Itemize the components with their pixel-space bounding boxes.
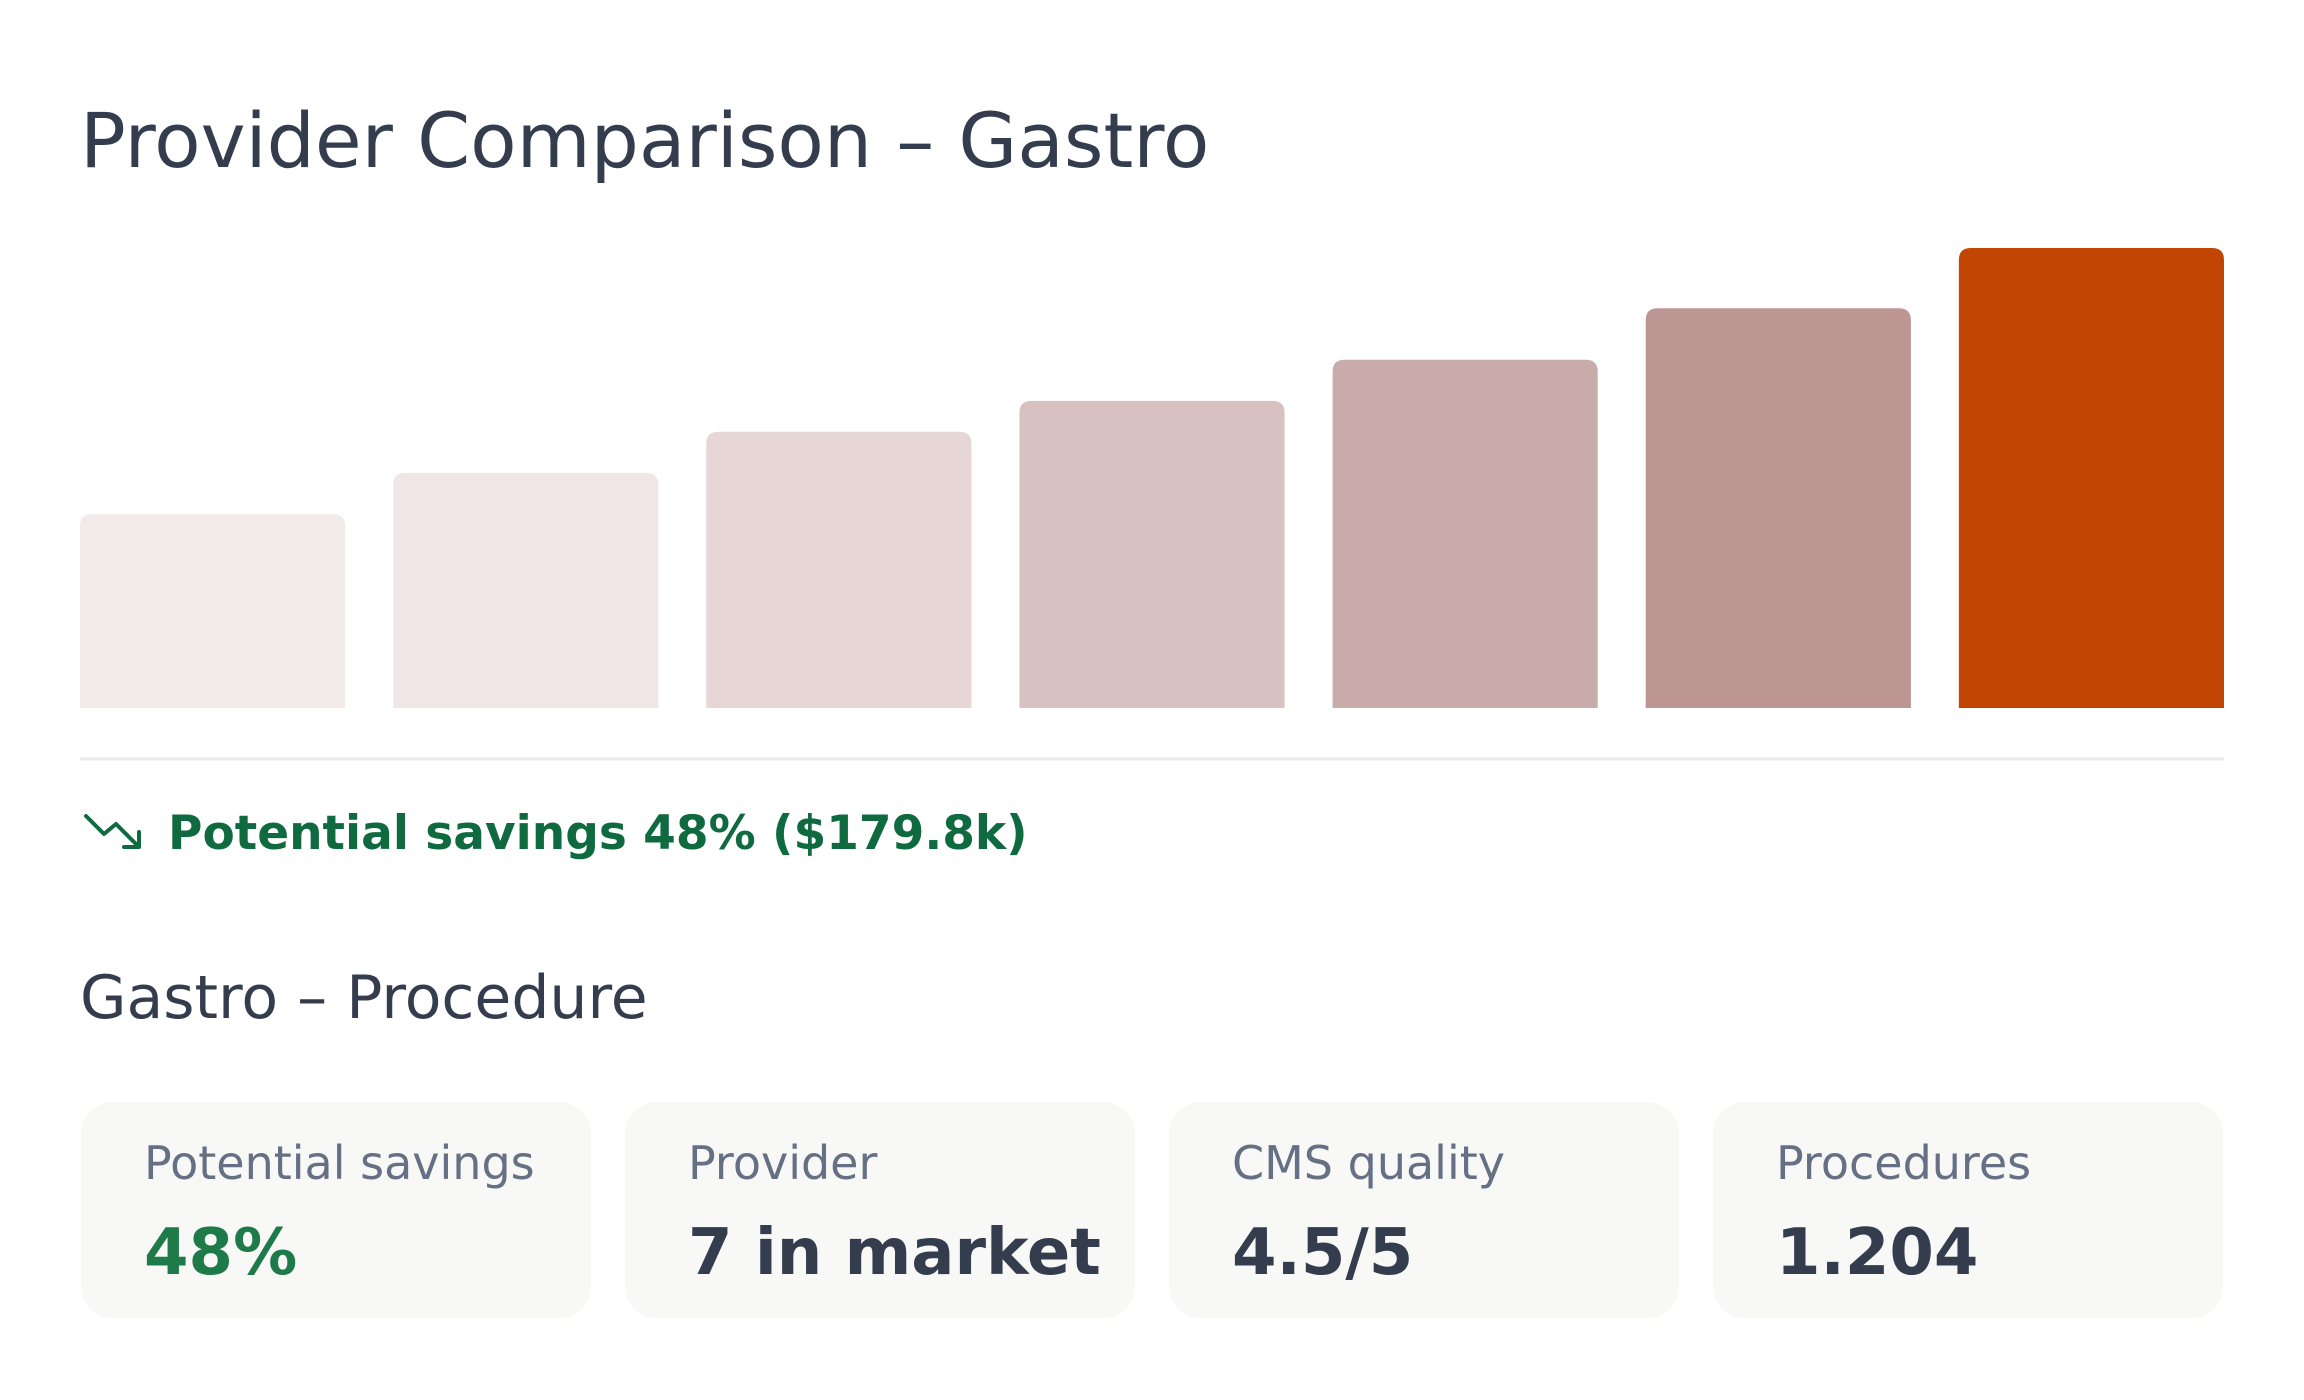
stat-label: Provider [688,1136,877,1190]
bar [706,431,972,708]
stat-card [1169,1102,1679,1318]
section-title: Gastro – Procedure [80,963,648,1033]
stat-value: 48% [144,1216,297,1290]
bar [1645,308,1911,708]
bar [80,514,346,708]
stat-label: Procedures [1776,1136,2031,1190]
stat-value: 4.5/5 [1232,1216,1413,1290]
bar [1019,400,1285,708]
bar [393,472,659,708]
title: Provider Comparison – Gastro [80,96,1209,185]
stat-label: CMS quality [1232,1136,1505,1190]
savings-note: Potential savings 48% ($179.8k) [168,806,1028,861]
trend-icon [84,814,141,849]
bar [1958,248,2224,708]
bar [1332,359,1598,708]
stat-value: 1.204 [1776,1216,1978,1290]
stat-card [1713,1102,2223,1318]
stat-label: Potential savings [144,1136,535,1190]
stat-card [625,1102,1135,1318]
stat-card [81,1102,591,1318]
stat-value: 7 in market [688,1216,1101,1290]
